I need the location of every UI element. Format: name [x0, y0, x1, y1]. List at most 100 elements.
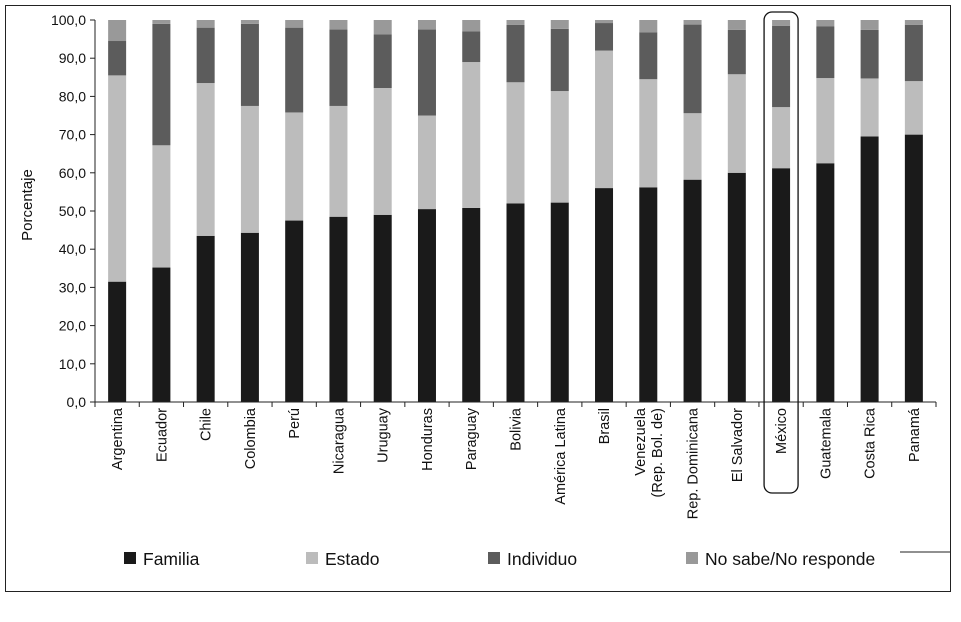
legend: Familia Estado Individuo No sabe/No respond…	[124, 549, 950, 569]
bar-individuo-2	[196, 27, 215, 84]
x-axis-labels: Argentina Ecuador Chile Colombia Perú Nicarag…	[110, 407, 923, 519]
x-tick-label: Paraguay	[464, 407, 480, 470]
x-tick-label: Colombia	[243, 407, 259, 469]
bar-familia-16	[816, 163, 835, 402]
bar-familia-15	[772, 168, 791, 402]
bar-no-sabe-no-responde-13	[683, 20, 702, 25]
legend-swatch	[488, 552, 500, 564]
x-tick-label: México	[774, 408, 790, 454]
y-axis-title: Porcentaje	[19, 169, 36, 241]
bar-estado-7	[417, 115, 436, 210]
x-tick-label: Costa Rica	[863, 407, 879, 479]
bar-no-sabe-no-responde-6	[373, 20, 392, 35]
x-tick-label: Uruguay	[376, 407, 392, 463]
x-tick-label: Bolivia	[509, 407, 525, 451]
legend-label: Familia	[143, 549, 200, 569]
bar-no-sabe-no-responde-7	[417, 20, 436, 30]
bars	[108, 20, 923, 402]
bar-no-sabe-no-responde-2	[196, 20, 215, 28]
bar-individuo-17	[860, 29, 879, 79]
bar-familia-13	[683, 179, 702, 402]
bar-individuo-11	[595, 23, 614, 51]
bar-no-sabe-no-responde-5	[329, 20, 348, 30]
bar-no-sabe-no-responde-11	[595, 20, 614, 24]
bar-estado-3	[240, 105, 259, 233]
x-tick-label: Nicaragua	[331, 407, 347, 474]
y-tick-label: 50,0	[59, 203, 86, 219]
x-tick-label: El Salvador	[730, 408, 746, 482]
bar-familia-4	[285, 220, 304, 402]
legend-label: No sabe/No responde	[705, 549, 875, 569]
bar-no-sabe-no-responde-18	[904, 20, 923, 25]
bar-no-sabe-no-responde-8	[462, 20, 481, 32]
bar-estado-1	[152, 145, 171, 268]
x-tick-label: Ecuador	[154, 408, 170, 462]
y-tick-label: 80,0	[59, 88, 86, 104]
x-tick-label: Perú	[287, 408, 303, 439]
axes	[94, 20, 937, 407]
bar-no-sabe-no-responde-10	[550, 20, 569, 29]
bar-estado-14	[727, 74, 746, 173]
bar-individuo-1	[152, 23, 171, 146]
bar-individuo-13	[683, 24, 702, 114]
bar-individuo-7	[417, 29, 436, 116]
bar-no-sabe-no-responde-17	[860, 20, 879, 30]
x-tick-label: Venezuela	[633, 407, 649, 476]
bar-individuo-18	[904, 24, 923, 82]
bar-estado-6	[373, 87, 392, 215]
y-axis-title-group: Porcentaje	[19, 169, 36, 241]
x-tick-label: (Rep. Bol. de)	[650, 408, 666, 497]
bar-familia-8	[462, 207, 481, 402]
y-tick-label: 90,0	[59, 50, 86, 66]
x-tick-label: América Latina	[553, 407, 569, 505]
bar-estado-18	[904, 81, 923, 135]
legend-swatch	[124, 552, 136, 564]
bar-familia-17	[860, 136, 879, 402]
bar-estado-4	[285, 112, 304, 221]
y-tick-label: 30,0	[59, 279, 86, 295]
outer-border	[5, 5, 951, 592]
bar-individuo-16	[816, 26, 835, 79]
bar-familia-0	[108, 281, 127, 402]
bar-familia-18	[904, 134, 923, 402]
bar-no-sabe-no-responde-14	[727, 20, 746, 30]
bar-individuo-8	[462, 31, 481, 63]
bar-no-sabe-no-responde-0	[108, 20, 127, 42]
x-tick-label: Chile	[199, 408, 215, 441]
bar-no-sabe-no-responde-4	[285, 20, 304, 28]
bar-no-sabe-no-responde-12	[639, 20, 658, 33]
legend-label: Individuo	[507, 549, 577, 569]
bar-no-sabe-no-responde-16	[816, 20, 835, 27]
bar-no-sabe-no-responde-9	[506, 20, 525, 25]
y-tick-label: 0,0	[67, 394, 87, 410]
highlight-box	[763, 11, 799, 494]
x-tick-label: Argentina	[110, 407, 126, 470]
bar-estado-9	[506, 82, 525, 204]
bar-individuo-10	[550, 28, 569, 92]
bar-estado-2	[196, 83, 215, 236]
bar-estado-17	[860, 78, 879, 137]
y-tick-label: 40,0	[59, 241, 86, 257]
legend-swatch	[306, 552, 318, 564]
bar-familia-10	[550, 202, 569, 402]
bar-estado-16	[816, 78, 835, 164]
bar-no-sabe-no-responde-15	[772, 20, 791, 26]
bar-estado-12	[639, 79, 658, 188]
bar-familia-5	[329, 216, 348, 402]
bar-familia-7	[417, 209, 436, 402]
bar-individuo-4	[285, 27, 304, 113]
bar-individuo-0	[108, 41, 127, 76]
x-tick-label: Rep. Dominicana	[686, 407, 702, 519]
y-tick-label: 10,0	[59, 356, 86, 372]
legend-label: Estado	[325, 549, 379, 569]
bar-estado-13	[683, 113, 702, 180]
bar-familia-14	[727, 172, 746, 402]
bar-familia-3	[240, 232, 259, 402]
bar-estado-5	[329, 105, 348, 217]
bar-estado-8	[462, 62, 481, 208]
bar-familia-6	[373, 214, 392, 402]
bar-familia-9	[506, 203, 525, 402]
y-tick-label: 60,0	[59, 165, 86, 181]
